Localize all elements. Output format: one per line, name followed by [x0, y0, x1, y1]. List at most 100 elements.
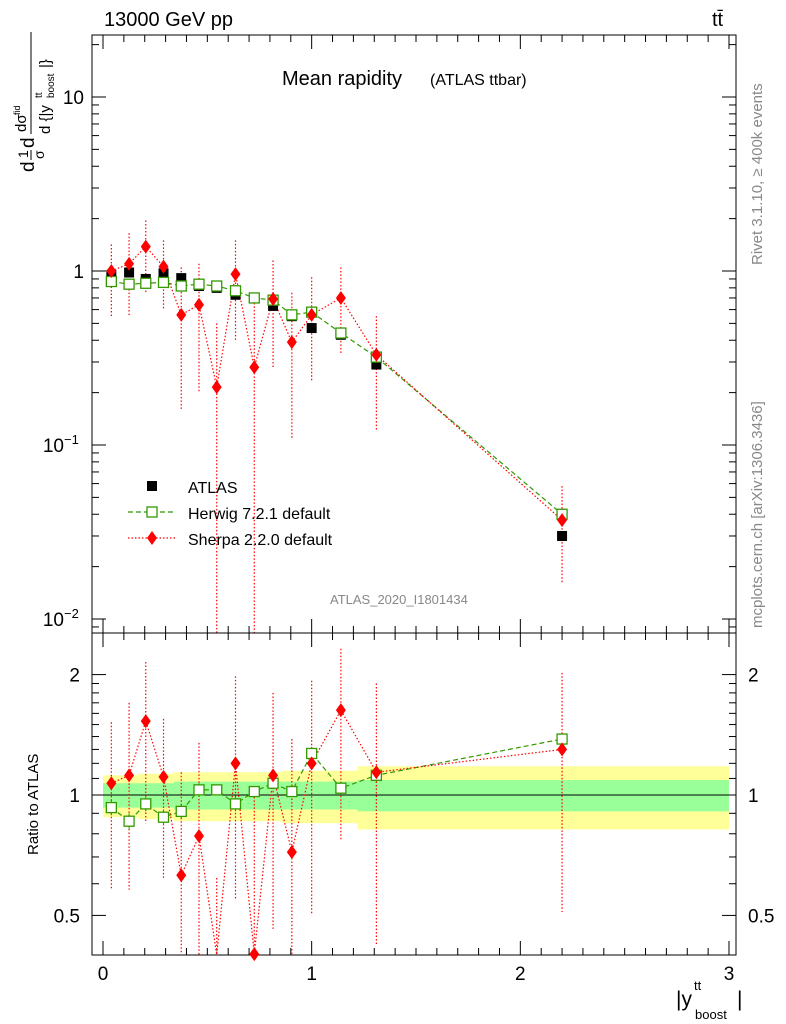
y-tick-label: 1 [73, 262, 84, 283]
ratio-sherpa-point [193, 828, 204, 843]
svg-text:|y: |y [676, 988, 692, 1011]
svg-text:ATLAS: ATLAS [188, 480, 238, 497]
sherpa-point [268, 292, 279, 307]
atlas-point [306, 323, 317, 334]
ratio-panel: 0.5 0.5 1 1 2 2 0 1 2 3 Ratio to ATLAS [25, 632, 774, 985]
svg-text:d: d [18, 161, 39, 172]
legend-herwig: Herwig 7.2.1 default [128, 506, 331, 523]
ratio-sherpa-point [268, 768, 279, 783]
ratio-sherpa-point [371, 765, 382, 780]
sherpa-point [158, 259, 169, 274]
svg-text:boost: boost [695, 1007, 727, 1022]
svg-text:d {|y: d {|y [37, 105, 54, 134]
process-label: tt̄ [712, 9, 724, 31]
ratio-frame [91, 632, 737, 956]
ratio-sherpa-point [335, 703, 346, 718]
ratio-sherpa-point [124, 768, 135, 783]
sherpa-point [230, 267, 241, 282]
sherpa-point [306, 307, 317, 322]
svg-text:boost: boost [46, 73, 57, 98]
y-tick-label: 10 [63, 88, 84, 109]
herwig-point [286, 309, 298, 321]
svg-text:d: d [18, 137, 39, 148]
atlas-point [176, 273, 187, 284]
x-tick-label: 3 [724, 964, 735, 985]
herwig-point [193, 278, 205, 290]
herwig-point [248, 292, 260, 304]
herwig-line [111, 280, 563, 515]
ratio-ticks: 0.5 0.5 1 1 2 2 0 1 2 3 [54, 633, 774, 985]
ratio-uncertainty-bands [92, 766, 736, 830]
herwig-point [123, 278, 135, 290]
ratio-ylabel: Ratio to ATLAS [25, 754, 42, 855]
ratio-y-tick-label: 0.5 [54, 906, 80, 927]
ratio-herwig-point [140, 798, 152, 810]
ratio-herwig-point [123, 815, 135, 827]
ratio-marks [105, 648, 568, 962]
herwig-point [105, 275, 117, 288]
y-tick-label: 10 [43, 436, 64, 457]
sherpa-point [193, 297, 204, 312]
svg-text:tt: tt [694, 978, 702, 993]
herwig-point [140, 277, 152, 289]
y-tick-exponent: −2 [64, 606, 79, 621]
ratio-sherpa-point [230, 756, 241, 771]
svg-text:|: | [737, 988, 742, 1011]
legend-sherpa: Sherpa 2.2.0 default [128, 531, 333, 549]
legend-atlas: ATLAS [147, 480, 238, 497]
svg-text:|}: |} [37, 59, 54, 68]
x-tick-label: 2 [515, 964, 526, 985]
energy-label: 13000 GeV pp [104, 9, 233, 31]
chart-title: Mean rapidity [282, 68, 402, 90]
sherpa-point [371, 347, 382, 362]
herwig-point [335, 327, 347, 339]
svg-text:σ: σ [31, 150, 47, 159]
ratio-herwig-point [157, 811, 170, 823]
ratio-sherpa-point [249, 947, 260, 962]
ratio-sherpa-point [176, 868, 187, 883]
ratio-sherpa-point [106, 776, 117, 791]
ratio-herwig-point [335, 782, 347, 794]
ratio-y-tick-label-right: 2 [748, 666, 759, 687]
atlas-point [371, 359, 382, 370]
svg-text:tt: tt [34, 92, 45, 98]
sherpa-point [176, 307, 187, 322]
ratio-sherpa-point [158, 769, 169, 784]
atlas-point [124, 267, 135, 278]
ratio-herwig-point [229, 798, 242, 810]
y-tick-label: 10 [43, 610, 64, 631]
sherpa-point [249, 360, 260, 375]
svg-text:Sherpa 2.2.0 default: Sherpa 2.2.0 default [188, 532, 333, 549]
analysis-watermark: ATLAS_2020_I1801434 [330, 592, 468, 607]
ratio-sherpa-line [111, 708, 563, 956]
main-panel: Mean rapidity (ATLAS ttbar) ATLAS_2020_I… [12, 32, 737, 634]
svg-text:dσ: dσ [13, 114, 30, 132]
ratio-herwig-point [175, 805, 187, 818]
ratio-sherpa-point [140, 714, 151, 729]
svg-text:fid: fid [12, 105, 22, 115]
ratio-herwig-point [193, 784, 205, 796]
herwig-point [175, 280, 187, 292]
sherpa-point [286, 335, 297, 350]
svg-text:1: 1 [15, 150, 31, 158]
ratio-sherpa-point [306, 756, 317, 771]
ratio-y-tick-label-right: 1 [748, 786, 759, 807]
ratio-herwig-point [286, 785, 298, 798]
ratio-y-tick-label-right: 0.5 [748, 906, 774, 927]
ratio-sherpa-point [286, 845, 297, 860]
ratio-herwig-point [105, 801, 117, 814]
herwig-point [157, 276, 170, 289]
sherpa-point [106, 264, 117, 278]
svg-text:Herwig 7.2.1 default: Herwig 7.2.1 default [188, 506, 331, 523]
ratio-sherpa-point [557, 742, 568, 757]
legend: ATLAS Herwig 7.2.1 default Sherpa 2.2.0 … [128, 480, 333, 549]
y-tick-exponent: −1 [64, 432, 79, 447]
rivet-version-label: Rivet 3.1.10, ≥ 400k events [749, 83, 766, 265]
ratio-herwig-point [248, 785, 260, 798]
main-ylabel: d 1 σ d dσ fid d {|y tt boost |} [12, 32, 57, 172]
x-tick-label: 1 [306, 964, 317, 985]
ratio-y-tick-label: 2 [69, 666, 80, 687]
x-axis-label: |y tt boost | [676, 978, 742, 1022]
